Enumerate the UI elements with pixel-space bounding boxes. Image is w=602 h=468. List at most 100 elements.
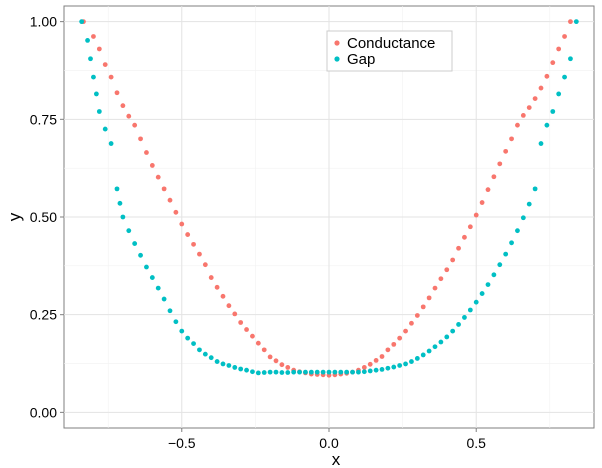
- data-point-conductance: [144, 150, 149, 155]
- data-point-gap: [88, 56, 93, 62]
- data-point-gap: [179, 328, 185, 334]
- x-axis-title: x: [332, 450, 341, 468]
- data-point-gap: [308, 369, 314, 375]
- data-point-conductance: [409, 320, 414, 326]
- data-point-gap: [314, 369, 320, 375]
- data-point-gap: [326, 369, 332, 375]
- data-point-conductance: [255, 340, 261, 346]
- data-point-gap: [520, 215, 526, 221]
- data-point-gap: [497, 262, 503, 268]
- data-point-gap: [532, 186, 538, 192]
- data-point-conductance: [532, 96, 538, 102]
- data-point-conductance: [167, 197, 173, 203]
- data-point-conductance: [238, 320, 244, 325]
- data-point-conductance: [102, 62, 108, 68]
- data-point-gap: [391, 364, 397, 370]
- data-point-gap: [503, 251, 509, 257]
- data-point-conductance: [250, 333, 255, 339]
- y-tick-label: 0.75: [30, 111, 57, 127]
- data-point-gap: [244, 367, 249, 373]
- data-point-conductance: [232, 311, 238, 317]
- data-points: [79, 19, 579, 378]
- data-point-gap: [155, 285, 161, 291]
- data-point-gap: [568, 56, 573, 62]
- data-point-gap: [85, 37, 90, 43]
- data-point-conductance: [138, 136, 143, 142]
- data-point-conductance: [179, 221, 185, 227]
- data-point-gap: [414, 356, 420, 361]
- y-tick-label: 0.00: [30, 404, 57, 420]
- data-point-gap: [467, 307, 473, 313]
- data-point-gap: [185, 335, 191, 341]
- data-point-gap: [356, 369, 361, 375]
- y-axis-title: y: [5, 212, 24, 221]
- y-tick-label: 0.50: [30, 209, 57, 225]
- data-point-gap: [273, 369, 279, 375]
- data-point-gap: [114, 186, 120, 192]
- data-point-conductance: [279, 362, 285, 368]
- data-point-gap: [132, 241, 138, 246]
- data-point-conductance: [444, 267, 450, 273]
- x-tick-label: 0.0: [319, 435, 339, 451]
- data-point-gap: [320, 369, 326, 375]
- data-point-conductance: [538, 85, 544, 91]
- data-point-gap: [250, 369, 255, 375]
- data-point-conductance: [367, 361, 373, 367]
- data-point-gap: [202, 351, 208, 357]
- data-point-conductance: [467, 224, 473, 230]
- data-point-gap: [108, 141, 114, 146]
- data-point-gap: [367, 368, 373, 374]
- data-point-gap: [485, 282, 491, 287]
- data-point-gap: [93, 91, 99, 97]
- data-point-conductance: [244, 327, 249, 332]
- data-point-gap: [120, 214, 126, 220]
- data-point-conductance: [550, 60, 556, 66]
- data-point-conductance: [414, 313, 420, 318]
- data-point-conductance: [473, 212, 479, 218]
- legend: Conductance Gap: [326, 30, 453, 72]
- data-point-conductance: [267, 354, 273, 360]
- data-point-gap: [550, 109, 556, 114]
- data-point-gap: [138, 252, 143, 258]
- data-point-gap: [226, 363, 232, 368]
- data-point-conductance: [397, 335, 403, 341]
- data-point-gap: [232, 365, 238, 370]
- data-point-conductance: [191, 241, 196, 247]
- data-point-conductance: [544, 73, 550, 79]
- data-point-gap: [197, 347, 202, 353]
- data-point-gap: [161, 296, 167, 302]
- grid-lines: [64, 6, 594, 428]
- data-point-gap: [144, 264, 149, 270]
- data-point-conductance: [379, 354, 385, 359]
- data-point-gap: [102, 126, 108, 132]
- data-point-gap: [208, 355, 214, 361]
- data-point-conductance: [161, 186, 167, 192]
- data-point-conductance: [220, 293, 226, 299]
- y-tick-label: 1.00: [30, 14, 57, 30]
- data-point-conductance: [426, 295, 432, 301]
- data-point-gap: [285, 370, 291, 375]
- legend-key-conductance: [334, 40, 340, 46]
- data-point-conductance: [520, 113, 526, 118]
- data-point-gap: [432, 344, 438, 350]
- data-point-conductance: [91, 34, 96, 39]
- data-point-conductance: [385, 347, 391, 353]
- legend-label-gap: Gap: [347, 51, 375, 68]
- data-point-conductance: [214, 284, 220, 290]
- data-point-conductance: [149, 163, 155, 168]
- data-point-gap: [544, 122, 550, 128]
- data-point-gap: [167, 308, 173, 314]
- data-point-conductance: [562, 34, 567, 39]
- data-point-conductance: [126, 113, 132, 119]
- data-point-conductance: [120, 103, 126, 109]
- data-point-gap: [79, 19, 85, 25]
- data-point-gap: [173, 319, 179, 325]
- data-point-conductance: [509, 136, 514, 142]
- data-point-conductance: [403, 328, 408, 334]
- data-point-gap: [491, 272, 497, 278]
- data-point-conductance: [373, 358, 379, 363]
- data-point-conductance: [261, 347, 267, 353]
- data-point-gap: [96, 109, 102, 114]
- data-point-gap: [538, 141, 544, 146]
